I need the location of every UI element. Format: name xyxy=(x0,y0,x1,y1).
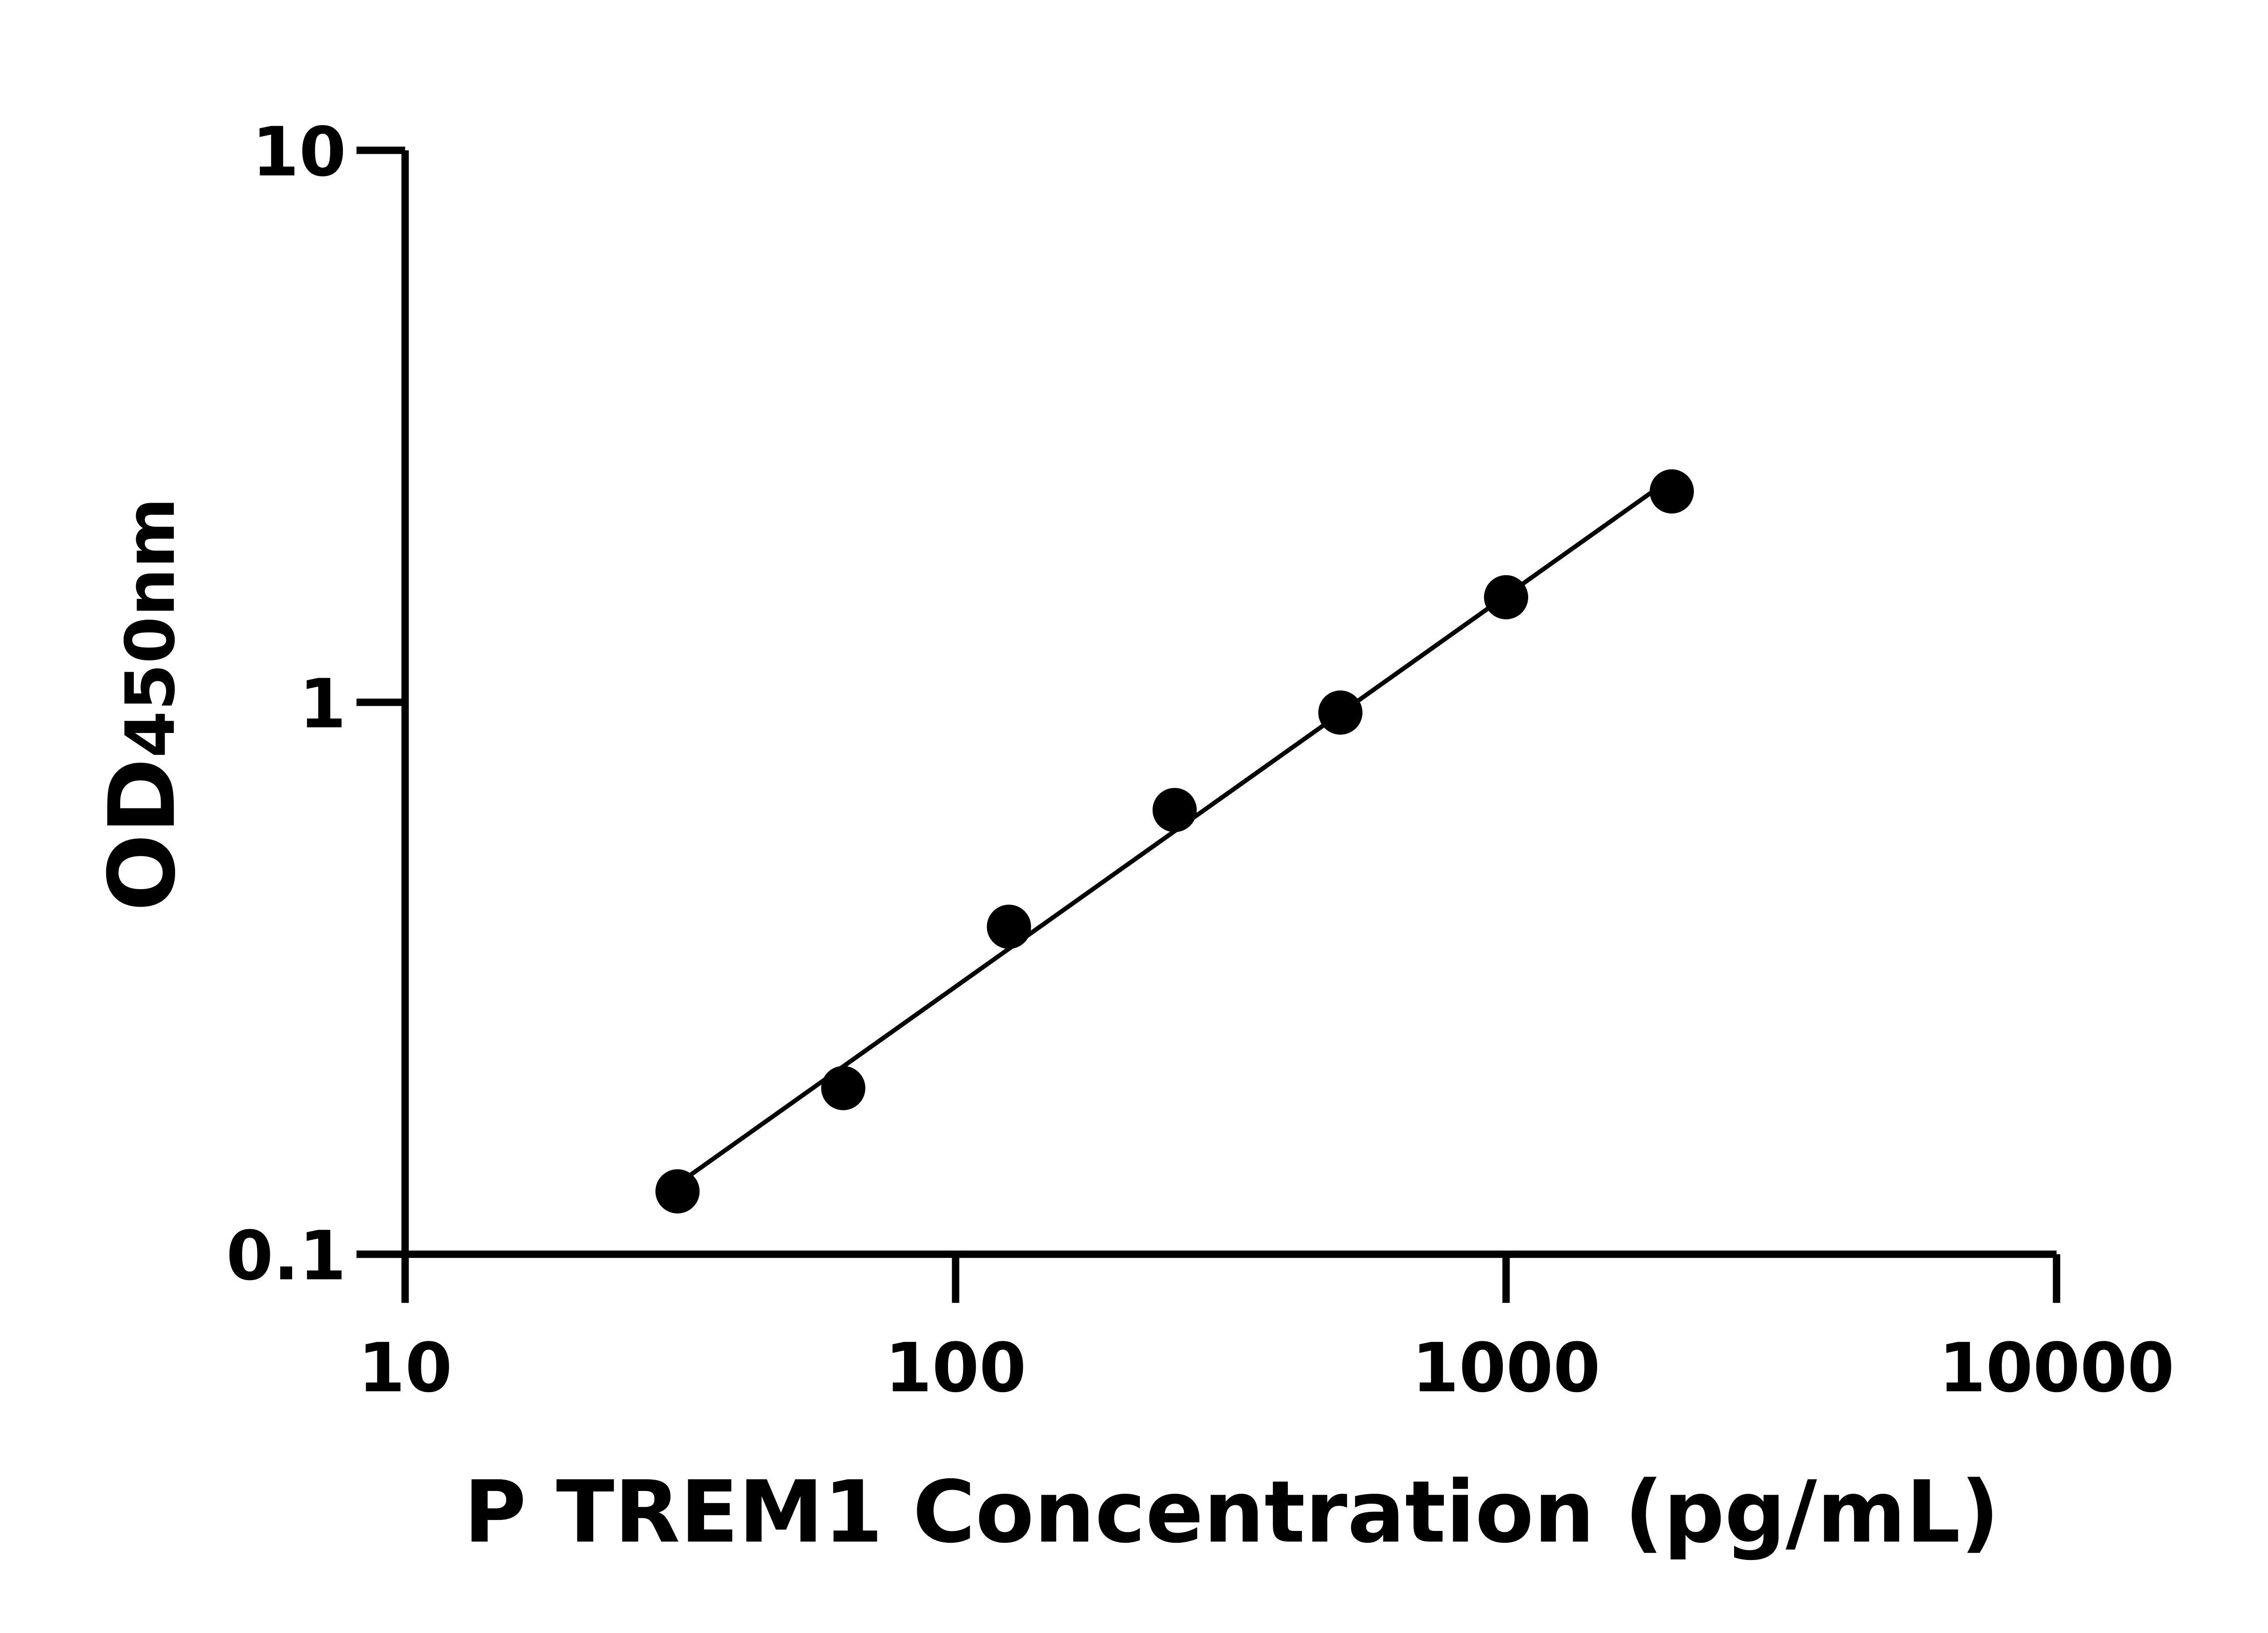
axes xyxy=(356,150,2057,1258)
y-axis-label-main: OD xyxy=(89,758,196,911)
x-tick-label: 100 xyxy=(885,1329,1026,1408)
y-axis-label-sub: 450nm xyxy=(111,498,190,758)
y-axis-label: OD450nm xyxy=(89,498,196,911)
y-tick-label: 1 xyxy=(299,665,346,743)
x-axis-label: P TREM1 Concentration (pg/mL) xyxy=(464,1463,1999,1562)
data-point xyxy=(1152,787,1197,832)
ticks: 10 100 1000 10000 0.1 1 10 xyxy=(226,113,2175,1408)
x-tick-label: 1000 xyxy=(1412,1329,1600,1408)
data-point xyxy=(1318,690,1363,735)
x-tick-label: 10000 xyxy=(1939,1329,2175,1408)
data-point xyxy=(1649,469,1694,514)
data-point xyxy=(1484,575,1528,620)
y-tick-label: 0.1 xyxy=(226,1217,347,1296)
data-point xyxy=(655,1169,700,1214)
y-tick-label: 10 xyxy=(252,113,346,192)
data-point xyxy=(987,905,1031,949)
data-point xyxy=(821,1066,865,1110)
x-tick-label: 10 xyxy=(358,1329,452,1408)
data-points xyxy=(655,469,1694,1214)
